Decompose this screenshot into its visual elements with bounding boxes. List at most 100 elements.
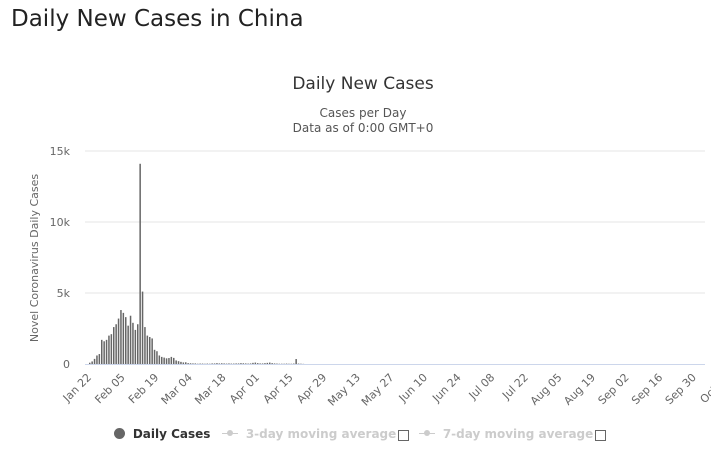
circle-marker-icon [114,428,125,439]
bar [266,362,269,364]
bar [273,363,276,364]
bar [189,363,192,364]
x-tick-label: Jun 24 [429,371,463,405]
x-tick-label: Feb 05 [92,371,127,406]
x-tick-label: Feb 19 [126,371,161,406]
legend-label-3-day-average: 3-day moving average [245,427,397,441]
bar [211,363,213,364]
bar [221,363,223,364]
bar [185,362,187,364]
bar [158,355,161,364]
x-tick-label: May 27 [359,371,397,409]
bar [175,360,177,364]
legend-checkbox-3-day-average[interactable] [398,430,409,441]
y-tick-label: 15k [50,145,71,158]
bars [89,163,305,364]
bar [295,359,297,364]
bar [213,363,216,364]
bar [89,362,91,364]
x-tick-label: Apr 01 [227,371,262,406]
bar [249,363,252,364]
bar [115,324,117,364]
bar [237,363,240,364]
legend-item-7-day-average[interactable]: 7-day moving average [419,427,593,441]
x-tick-label: Apr 29 [294,371,329,406]
page-heading: Daily New Cases in China [11,6,304,32]
bar [180,361,182,364]
bar [264,363,266,364]
y-tick-label: 0 [63,358,70,371]
bar [132,322,134,364]
bar [144,327,146,364]
x-tick-label: Apr 15 [261,371,296,406]
bar [125,317,127,364]
bar [146,335,149,364]
bar [165,358,168,364]
x-tick-label: Sep 02 [595,371,631,407]
bar [161,356,163,364]
bar [91,361,93,364]
x-tick-label: Aug 19 [561,371,598,408]
chart-subtitle-line-2: Data as of 0:00 GMT+0 [293,121,434,135]
bar [192,363,194,364]
bar [235,363,237,364]
y-tick-label: 10k [50,216,71,229]
x-tick-label: Sep 30 [663,371,699,407]
x-tick-label: May 13 [325,371,363,409]
bar [120,310,122,364]
bar [261,363,264,364]
bar [173,357,175,364]
bar [117,318,120,364]
bar [259,363,261,364]
bar [216,363,218,364]
x-tick-label: Jan 22 [60,371,94,405]
bar [271,363,273,364]
legend-item-3-day-average[interactable]: 3-day moving average [222,427,396,441]
gridlines [85,150,705,294]
bar [103,341,105,364]
bar [245,363,247,364]
bar [182,362,185,364]
x-tick-label: Sep 16 [629,371,665,407]
bar [122,312,125,364]
bar [98,354,101,364]
bar [223,363,225,364]
line-marker-icon [222,428,238,439]
bar [156,351,158,364]
bar [96,355,98,364]
legend-label-7-day-average: 7-day moving average [442,427,594,441]
bar [127,325,129,364]
bar [252,362,254,364]
bar [170,356,173,364]
y-tick-label: 5k [57,287,71,300]
bar [151,338,153,364]
bar [101,339,103,364]
bar [134,329,137,364]
x-tick-label: Oct 14 [698,371,711,406]
legend-checkbox-7-day-average[interactable] [595,430,606,441]
bar [242,363,245,364]
bar [194,363,197,364]
x-tick-label: Mar 18 [192,371,228,407]
bar [141,291,144,364]
bar [187,363,189,364]
legend-label-daily-cases: Daily Cases [132,427,211,441]
bar [163,357,165,364]
legend-item-daily-cases[interactable]: Daily Cases [114,427,210,441]
bar [218,363,221,364]
x-tick-label: Mar 04 [159,371,195,407]
bar [108,335,110,364]
x-tick-label: Jul 22 [499,371,531,403]
bar [110,334,113,364]
x-tick-label: Jul 08 [466,371,498,403]
bar [254,362,257,364]
bar [168,358,170,364]
line-marker-icon [419,428,435,439]
bar [129,315,132,364]
bar [228,363,230,364]
bar [177,361,180,364]
bar [153,349,156,364]
bar [139,163,141,364]
